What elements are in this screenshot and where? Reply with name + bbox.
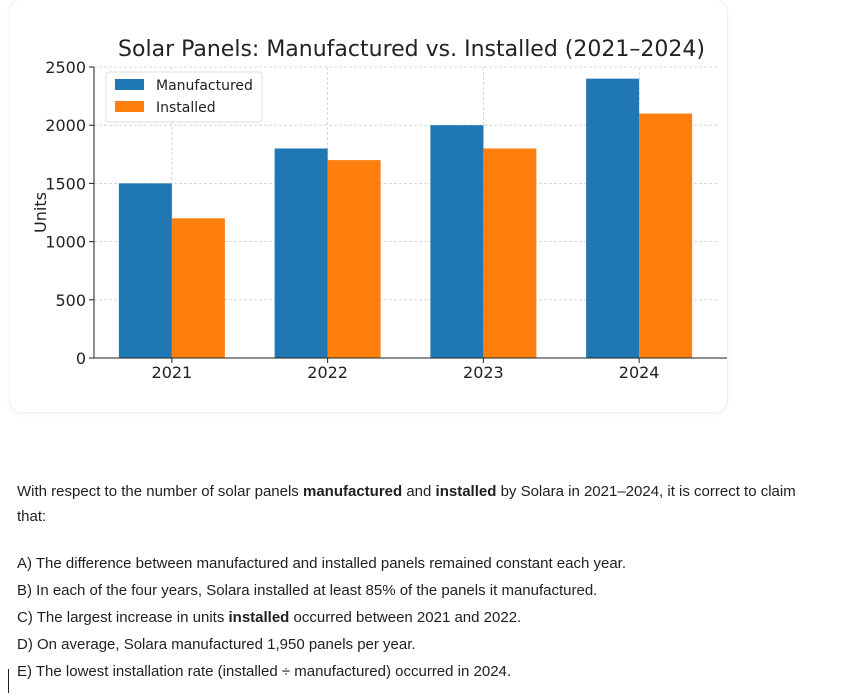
y-tick-label-2500: 2500 — [45, 58, 86, 77]
y-tick-label-2000: 2000 — [45, 116, 86, 135]
bar-installed-2021 — [171, 218, 225, 358]
option-e: E) The lowest installation rate (install… — [17, 663, 512, 680]
option-d: D) On average, Solara manufactured 1,950… — [17, 636, 416, 653]
question-bold-manufactured: manufactured — [302, 483, 403, 500]
legend-swatch-installed — [115, 101, 144, 112]
y-tick-label-500: 500 — [55, 291, 86, 310]
bar-manufactured-2023 — [430, 125, 484, 358]
question-text: With respect to the number of solar pane… — [17, 479, 817, 529]
question-part2: and — [402, 483, 436, 500]
bar-manufactured-2024 — [586, 78, 640, 358]
bar-installed-2023 — [483, 148, 537, 358]
answer-options: A) The difference between manufactured a… — [17, 550, 817, 685]
legend-box — [105, 71, 263, 123]
y-axis-label: Units — [31, 192, 50, 233]
x-tick-label-2021: 2021 — [152, 363, 193, 382]
y-tick-label-1000: 1000 — [45, 233, 86, 252]
y-tick-label-0: 0 — [76, 349, 86, 368]
bar-manufactured-2022 — [274, 148, 328, 358]
x-tick-label-2022: 2022 — [307, 363, 348, 382]
text-cursor — [8, 669, 9, 693]
option-c-post: occurred between 2021 and 2022. — [289, 609, 522, 626]
legend-label-manufactured: Manufactured — [156, 78, 253, 94]
question-bold-installed: installed — [435, 483, 497, 500]
option-c: C) The largest increase in units install… — [17, 604, 817, 631]
legend-swatch-manufactured — [115, 79, 144, 90]
bar-chart: 0 500 1000 1500 2000 2500 2021 2022 2023 2024 Sola… — [31, 37, 727, 382]
x-tick-label-2023: 2023 — [463, 363, 504, 382]
option-b: B) In each of the four years, Solara ins… — [17, 582, 598, 599]
option-a: A) The difference between manufactured a… — [17, 555, 627, 572]
question-part3: by Solara in 2021–2024, it is correct to… — [17, 483, 796, 525]
option-c-bold: installed — [228, 609, 290, 626]
x-tick-label-2024: 2024 — [619, 363, 660, 382]
chart-card: 0 500 1000 1500 2000 2500 2021 2022 2023 2024 Sola… — [10, 0, 727, 412]
option-c-pre: C) The largest increase in units — [17, 609, 229, 626]
bar-manufactured-2021 — [118, 183, 172, 358]
chart-title: Solar Panels: Manufactured vs. Installed… — [118, 37, 705, 62]
legend-label-installed: Installed — [156, 100, 216, 116]
y-tick-label-1500: 1500 — [45, 174, 86, 193]
question-part1: With respect to the number of solar pane… — [17, 483, 303, 500]
bar-installed-2022 — [327, 160, 381, 358]
bar-installed-2024 — [639, 113, 693, 358]
